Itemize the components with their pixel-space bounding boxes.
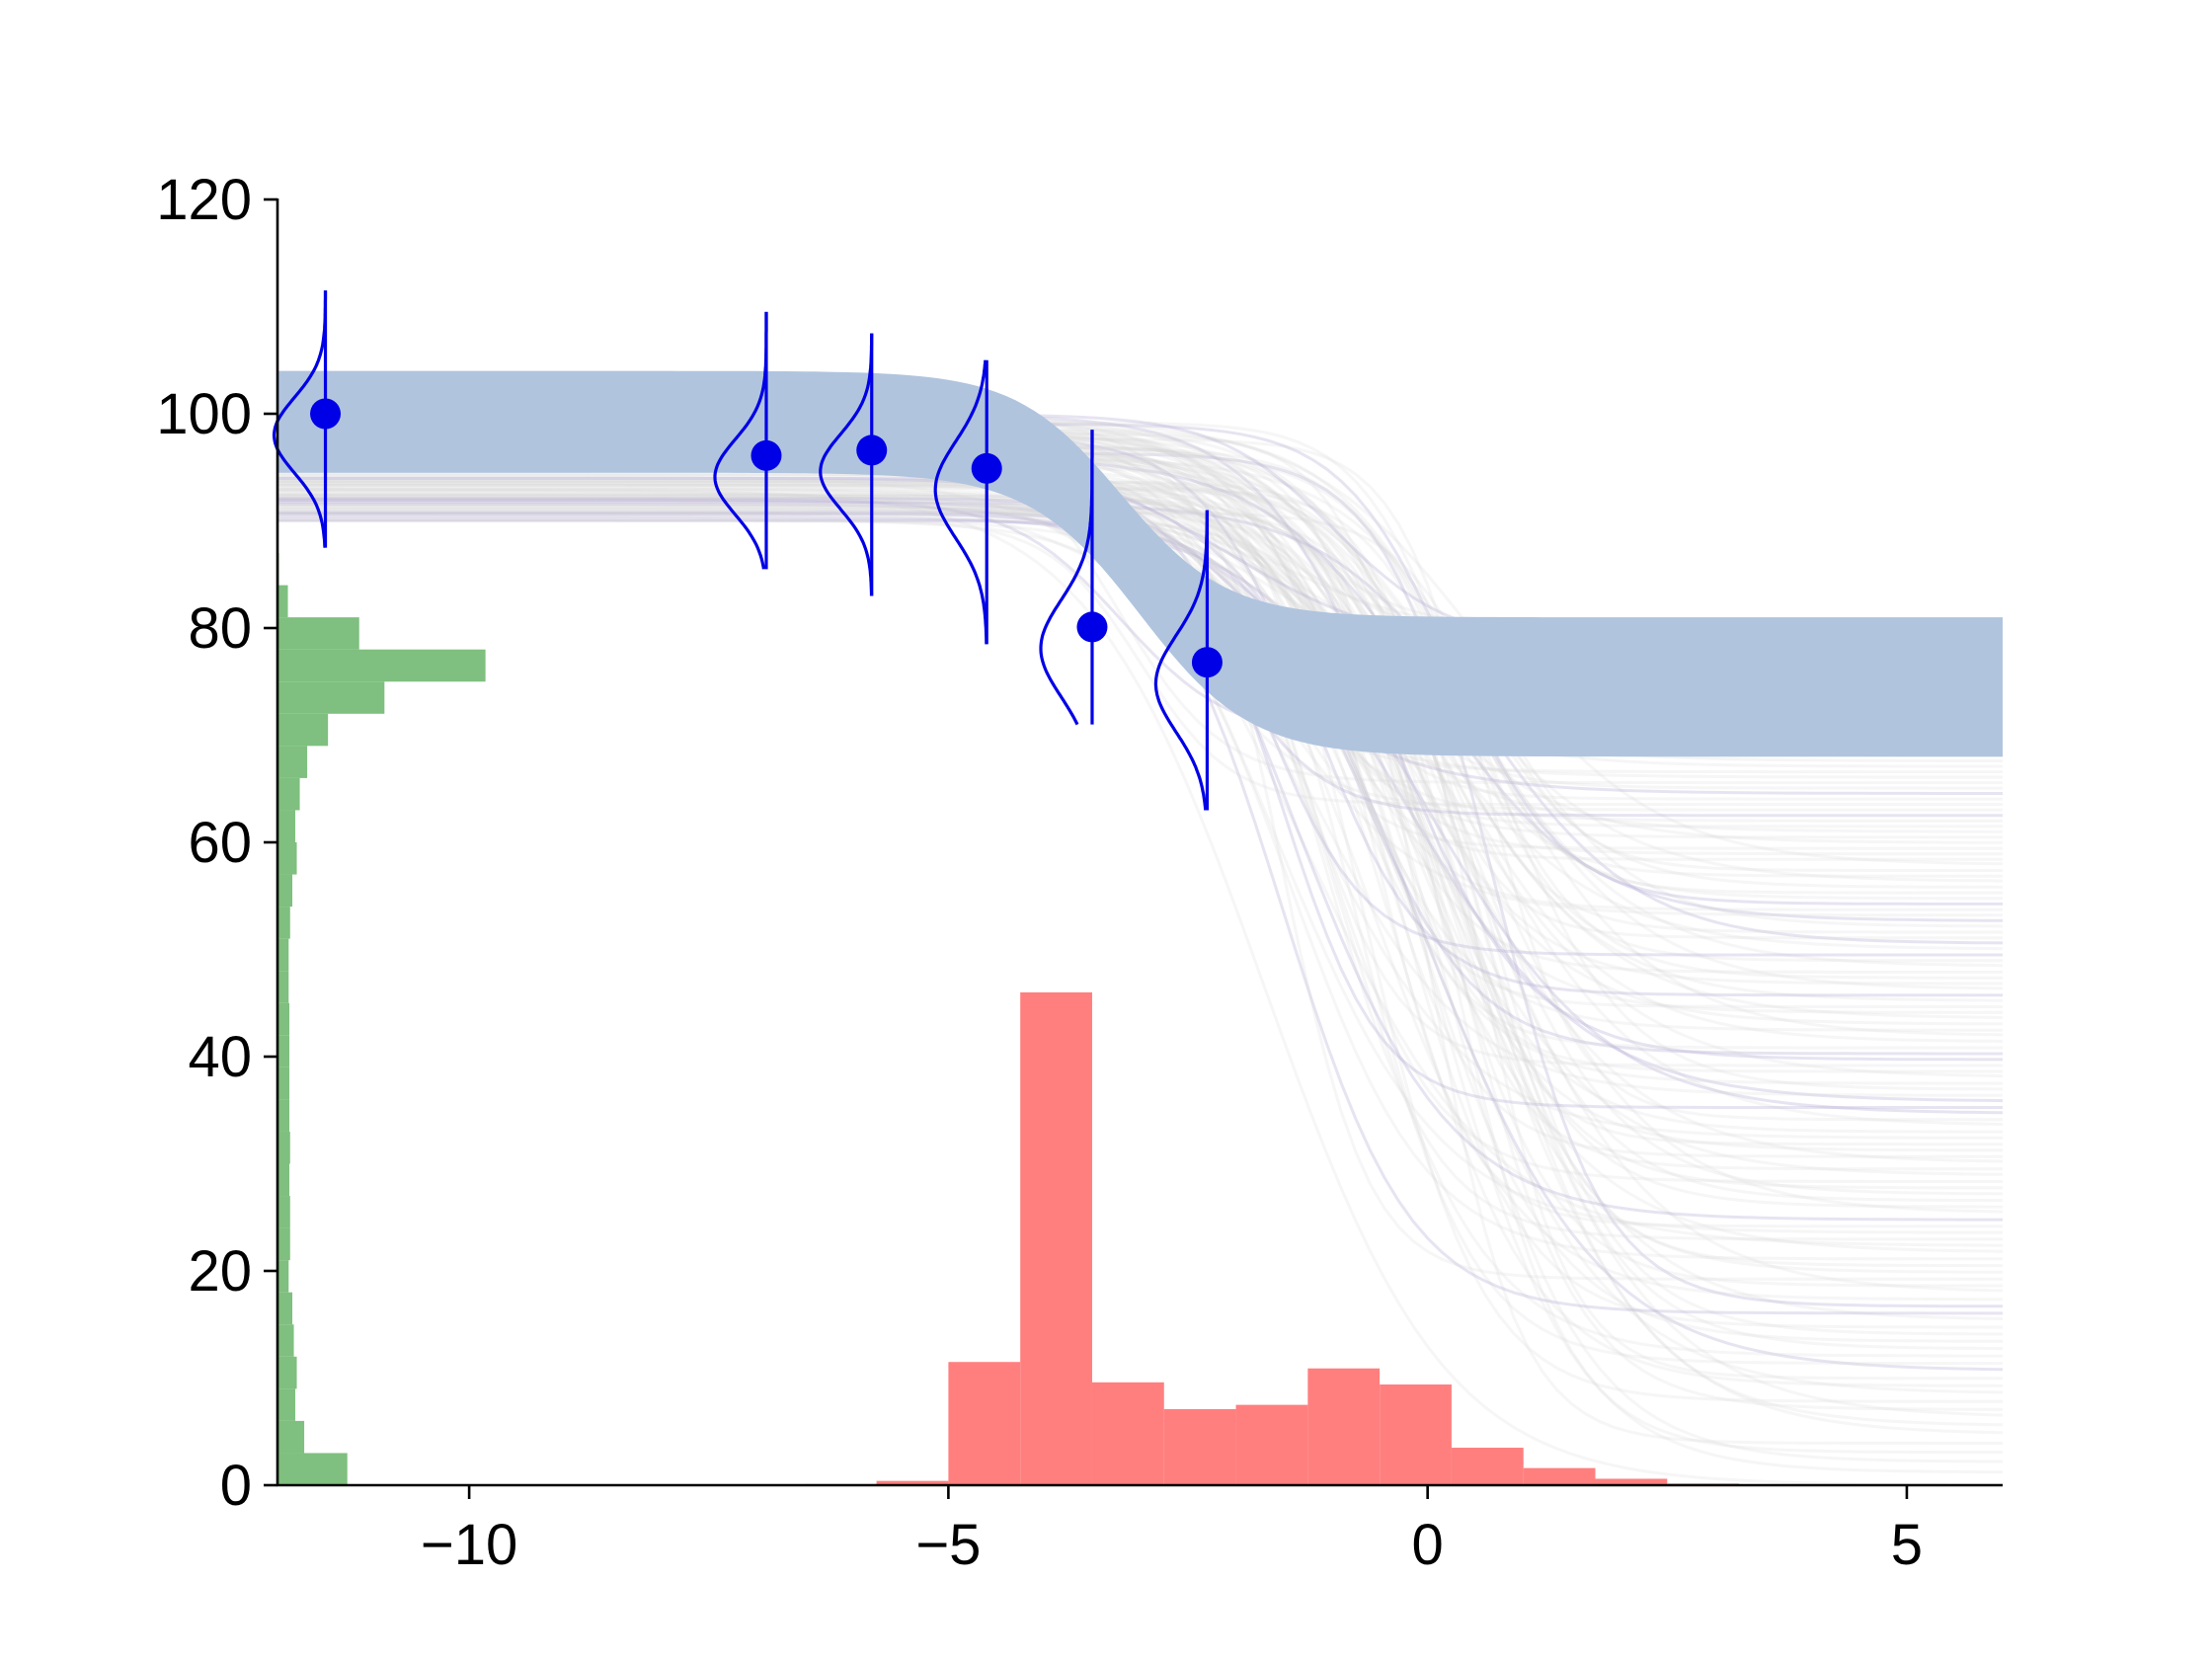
y-tick-label: 60 <box>188 811 252 875</box>
histogram-red-bar <box>1523 1467 1596 1485</box>
histogram-green-bar <box>277 681 385 714</box>
axes: 0 20 40 60 80 100 120 −10 −5 0 5 <box>156 168 2003 1577</box>
trace-line <box>277 476 2003 957</box>
trace-line <box>277 488 2003 1485</box>
observation-point <box>856 434 888 466</box>
fit-band-area <box>277 370 2003 757</box>
histogram-red-bar <box>1595 1478 1668 1485</box>
observation-2 <box>713 311 782 570</box>
histogram-green-bar <box>277 1356 297 1389</box>
histogram-red-bar <box>1163 1408 1236 1485</box>
histogram-green-bar <box>277 585 288 618</box>
trace-line <box>277 518 2003 807</box>
histogram-green-bar <box>277 971 289 1003</box>
histogram-green-bar <box>277 649 486 682</box>
histogram-green-bar <box>277 1453 348 1485</box>
histogram-red-bar <box>1091 1382 1164 1485</box>
trace-line <box>277 479 2003 1455</box>
x-tick-label: −5 <box>915 1513 981 1577</box>
observation-5 <box>1039 430 1108 726</box>
histogram-green-bar <box>277 617 359 650</box>
observation-point <box>310 398 342 430</box>
trace-line <box>277 494 2003 1050</box>
observation-3 <box>819 333 888 596</box>
trace-line <box>277 479 2003 1268</box>
trace-line <box>277 482 2003 1008</box>
x-tick-label: −10 <box>421 1513 517 1577</box>
trace-line <box>277 494 2003 1203</box>
trace-line <box>277 511 2003 872</box>
observation-density-curve <box>819 333 874 596</box>
histogram-green-bar <box>277 842 297 875</box>
histogram-green-bar <box>277 1292 293 1325</box>
trace-line <box>277 484 2003 1474</box>
histogram-green <box>277 553 486 1485</box>
observation-point <box>1076 611 1108 643</box>
fit-band <box>277 370 2003 757</box>
y-tick-label: 120 <box>156 168 252 232</box>
observation-density-curve <box>933 359 988 645</box>
histogram-green-bar <box>277 874 293 908</box>
histogram-green-bar <box>277 1227 290 1261</box>
histogram-green-bar <box>277 938 289 972</box>
trace-line <box>277 472 2003 1043</box>
histogram-red-bar <box>1380 1384 1452 1485</box>
trace-line <box>277 490 2003 1067</box>
histogram-green-bar <box>277 810 296 842</box>
observation-6 <box>1153 510 1223 811</box>
histogram-red-bar <box>1235 1404 1308 1485</box>
trace-line <box>277 501 2003 945</box>
y-tick-label: 80 <box>188 596 252 661</box>
histogram-green-bar <box>277 1099 290 1132</box>
histogram-red-bar <box>1451 1448 1524 1485</box>
trace-line <box>277 503 2003 1411</box>
histogram-green-bar <box>277 1324 294 1357</box>
histogram-green-bar <box>277 777 300 811</box>
trace-line <box>277 497 2003 1073</box>
y-tick-label: 40 <box>188 1025 252 1089</box>
y-tick-label: 100 <box>156 382 252 446</box>
observation-density-curve <box>1153 510 1209 811</box>
histogram-green-bar <box>277 746 308 778</box>
histogram-green-bar <box>277 1388 296 1421</box>
trace-line <box>277 487 2003 1146</box>
histogram-green-bar <box>277 1196 290 1228</box>
observation-point <box>750 439 782 471</box>
trace-line <box>277 480 2003 1381</box>
histogram-green-bar <box>277 1035 290 1067</box>
y-tick-label: 20 <box>188 1239 252 1304</box>
histogram-green-bar <box>277 1163 290 1197</box>
x-tick-label: 5 <box>1891 1513 1923 1577</box>
histogram-green-bar <box>277 1066 290 1100</box>
trace-line <box>277 474 2003 1387</box>
histogram-red-bar <box>1307 1368 1381 1485</box>
observation-4 <box>933 359 1002 645</box>
observation-point <box>971 452 1002 484</box>
observation-point <box>1191 647 1223 678</box>
trace-line <box>277 486 2003 963</box>
histogram-green-bar <box>277 1260 289 1293</box>
histogram-red-bar <box>948 1362 1021 1485</box>
trace-line <box>277 483 2003 968</box>
histogram-green-bar <box>277 713 329 747</box>
trace-line <box>277 493 2003 1209</box>
histogram-green-bar <box>277 1420 305 1454</box>
trace-line <box>277 484 2003 934</box>
y-tick-label: 0 <box>220 1454 252 1518</box>
trace-line <box>277 480 2003 1366</box>
trace-line <box>277 481 2003 1196</box>
trace-line <box>277 479 2003 1417</box>
trace-line <box>277 506 2003 878</box>
histogram-green-bar <box>277 1131 290 1164</box>
histogram-green-bar <box>277 907 290 939</box>
histogram-green-bar <box>277 1002 290 1036</box>
histogram-red <box>804 991 1740 1485</box>
histogram-red-bar <box>1020 991 1092 1485</box>
trace-line <box>277 508 2003 1228</box>
trace-line <box>277 484 2003 1329</box>
histogram-red-bar <box>876 1480 949 1485</box>
x-tick-label: 0 <box>1412 1513 1444 1577</box>
